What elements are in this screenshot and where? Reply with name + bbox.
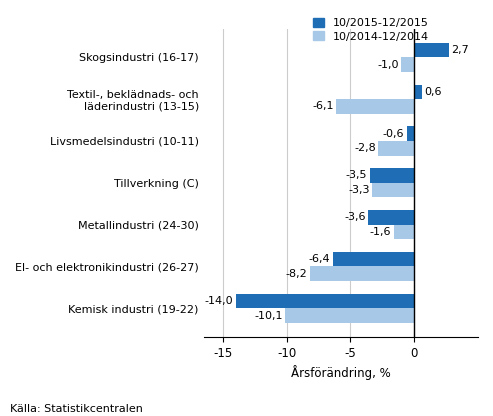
Text: 2,7: 2,7 (451, 45, 469, 55)
Bar (414, 84, 422, 99)
Text: -8,2: -8,2 (285, 269, 307, 279)
Text: -2,8: -2,8 (354, 143, 376, 154)
Text: -3,6: -3,6 (344, 212, 366, 222)
Bar (372, 183, 414, 198)
Text: Källa: Statistikcentralen: Källa: Statistikcentralen (10, 404, 143, 414)
Bar (310, 267, 414, 281)
Text: -3,5: -3,5 (346, 171, 367, 181)
Bar (285, 308, 414, 323)
Bar (368, 210, 414, 225)
Text: 0,6: 0,6 (424, 87, 442, 97)
Text: -1,6: -1,6 (370, 227, 391, 237)
Bar (401, 57, 414, 72)
Text: -3,3: -3,3 (348, 185, 370, 195)
X-axis label: Årsförändring, %: Årsförändring, % (291, 365, 390, 380)
Text: -14,0: -14,0 (204, 296, 233, 306)
Bar (407, 126, 414, 141)
Text: -0,6: -0,6 (383, 129, 404, 139)
Bar (379, 141, 414, 156)
Text: -6,1: -6,1 (312, 102, 334, 111)
Bar (236, 294, 414, 308)
Legend: 10/2015-12/2015, 10/2014-12/2014: 10/2015-12/2015, 10/2014-12/2014 (311, 16, 431, 44)
Bar (336, 99, 414, 114)
Bar (332, 252, 414, 267)
Bar (370, 168, 414, 183)
Bar (414, 43, 449, 57)
Bar (394, 225, 414, 239)
Text: -6,4: -6,4 (308, 254, 330, 264)
Text: -1,0: -1,0 (377, 59, 399, 69)
Text: -10,1: -10,1 (254, 311, 283, 321)
